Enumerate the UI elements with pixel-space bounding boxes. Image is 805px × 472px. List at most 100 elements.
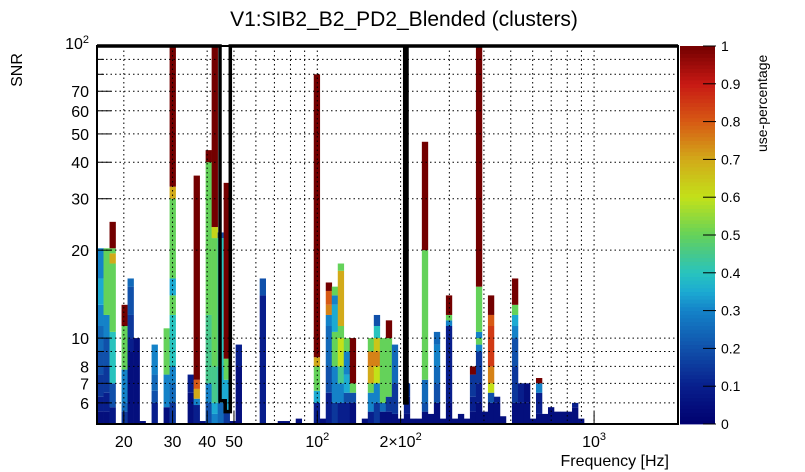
histogram-cell — [193, 405, 200, 424]
histogram-cell — [331, 331, 339, 367]
histogram-cell — [487, 392, 495, 403]
histogram-cell — [211, 46, 218, 228]
colorbar-cell — [680, 159, 715, 164]
colorbar: 0 0.1 0.2 0.3 0.4 0.5 0.6 0.7 0.8 0.9 1 — [680, 38, 741, 432]
histogram-cell — [97, 248, 104, 279]
histogram-cell — [535, 378, 543, 384]
colorbar-cell — [680, 132, 715, 138]
histogram-cell — [511, 402, 519, 424]
colorbar-cell — [680, 242, 715, 247]
colorbar-cell — [680, 287, 715, 293]
histogram-cell — [223, 379, 230, 412]
histogram-cell — [475, 338, 483, 345]
histogram-cell — [433, 366, 441, 384]
histogram-cell — [367, 338, 375, 352]
colorbar-tick-label: 0.3 — [721, 303, 741, 319]
x-tick-label-sup: 2 — [416, 431, 422, 443]
x-tick-label: 103 — [582, 431, 606, 451]
colorbar-cell — [680, 91, 715, 96]
histogram-cell — [403, 413, 411, 424]
histogram-cell — [379, 411, 387, 424]
chart-title: V1:SIB2_B2_PD2_Blended (clusters) — [230, 8, 578, 31]
histogram-cell — [439, 418, 447, 424]
colorbar-cell — [680, 333, 715, 338]
histogram-cell — [235, 344, 242, 367]
histogram-cell — [127, 286, 134, 315]
colorbar-cell — [680, 193, 715, 198]
histogram-cell — [193, 388, 200, 399]
histogram-cell — [211, 413, 218, 424]
colorbar-cell — [680, 329, 715, 334]
histogram-cell — [391, 383, 399, 414]
histogram-cell — [373, 338, 381, 352]
histogram-cell — [343, 338, 351, 352]
colorbar-cell — [680, 295, 715, 300]
histogram-cell — [211, 238, 218, 367]
colorbar-cell — [680, 155, 715, 160]
colorbar-tick-label: 0.7 — [721, 151, 741, 167]
colorbar-cell — [680, 276, 715, 281]
colorbar-cell — [680, 363, 715, 368]
histogram-cell — [475, 351, 483, 384]
histogram-cell — [331, 304, 339, 332]
histogram-cell — [319, 418, 327, 424]
histogram-cell — [313, 74, 321, 358]
histogram-cell — [421, 402, 429, 412]
colorbar-cell — [680, 80, 715, 85]
histogram-cell — [511, 338, 519, 367]
histogram-cell — [487, 366, 495, 384]
y-tick-label: 40 — [71, 155, 89, 172]
colorbar-cell — [680, 197, 715, 202]
colorbar-cell — [680, 393, 715, 398]
colorbar-tick-label: 0.4 — [721, 265, 741, 281]
histogram-cell — [361, 418, 369, 424]
histogram-cell — [121, 402, 128, 412]
histogram-cell — [343, 351, 351, 375]
histogram-cell — [433, 402, 441, 424]
histogram-cell — [97, 374, 104, 397]
plot-frame — [96, 45, 679, 425]
colorbar-cell — [680, 348, 715, 353]
colorbar-cell — [680, 412, 715, 417]
histogram-cell — [109, 253, 116, 264]
y-tick-label: 20 — [71, 243, 89, 260]
colorbar-cell — [680, 178, 715, 183]
histogram-cell — [199, 421, 206, 424]
histogram-cell — [325, 304, 333, 315]
colorbar-cell — [680, 386, 715, 391]
colorbar-cell — [680, 416, 715, 421]
histogram-cell — [391, 413, 399, 424]
contour — [97, 44, 678, 414]
histogram-cell — [487, 314, 495, 326]
colorbar-cell — [680, 420, 715, 425]
histogram-cell — [337, 263, 345, 271]
grid — [97, 45, 678, 424]
histogram-cell — [535, 383, 543, 393]
colorbar-cell — [680, 378, 715, 383]
colorbar-tick-label: 0.6 — [721, 189, 741, 205]
colorbar-cell — [680, 314, 715, 319]
colorbar-cell — [680, 208, 715, 213]
colorbar-cell — [680, 129, 715, 134]
histogram-cell — [463, 418, 471, 424]
histogram-cell — [139, 421, 146, 424]
histogram-cell — [97, 396, 104, 412]
histogram-cell — [163, 374, 170, 408]
colorbar-tick-label: 1 — [721, 38, 729, 54]
histogram-cell — [511, 304, 519, 315]
colorbar-cell — [680, 212, 715, 217]
histogram-cell — [169, 198, 176, 251]
histogram-cell — [187, 374, 194, 393]
histogram-cell — [103, 392, 110, 412]
colorbar-cell — [680, 284, 715, 289]
histogram-cell — [325, 326, 333, 367]
colorbar-cell — [680, 374, 715, 380]
colorbar-cell — [680, 98, 715, 104]
colorbar-cell — [680, 238, 715, 243]
histogram-cell — [109, 331, 116, 384]
colorbar-cell — [680, 136, 715, 141]
colorbar-cell — [680, 397, 715, 402]
colorbar-cell — [680, 72, 715, 77]
histogram-cell — [487, 383, 495, 393]
